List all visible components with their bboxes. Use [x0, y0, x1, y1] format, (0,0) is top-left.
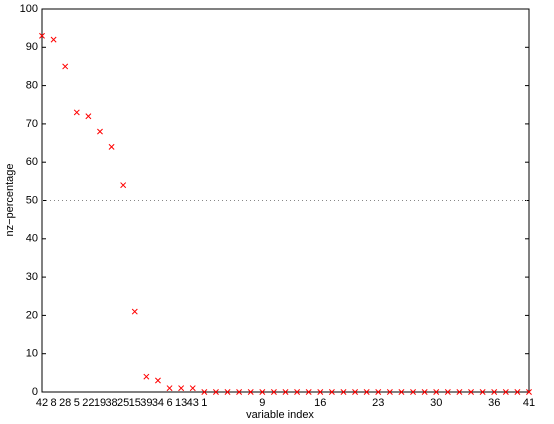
x-tick-label: 16 [314, 397, 326, 409]
marker [247, 389, 254, 395]
x-tick-label: 8 [51, 397, 57, 409]
marker [282, 389, 289, 395]
marker [328, 389, 335, 395]
marker [514, 389, 521, 395]
marker [410, 389, 417, 395]
marker [236, 389, 243, 395]
marker [491, 389, 498, 395]
y-tick-label: 10 [26, 348, 38, 360]
x-axis-title: variable index [246, 409, 314, 421]
marker [398, 389, 405, 395]
y-tick-label: 30 [26, 271, 38, 283]
y-tick-label: 50 [26, 194, 38, 206]
y-tick-label: 70 [26, 118, 38, 130]
marker [352, 389, 359, 395]
x-tick-label: 6 [166, 397, 172, 409]
x-tick-label: 13 [175, 397, 187, 409]
marker [259, 389, 266, 395]
marker [340, 389, 347, 395]
marker [444, 389, 451, 395]
y-tick-label: 100 [20, 3, 38, 15]
x-tick-label: 42 [36, 397, 48, 409]
x-tick-label: 41 [523, 397, 535, 409]
marker [294, 389, 301, 395]
x-tick-label: 23 [372, 397, 384, 409]
marker [108, 143, 115, 150]
marker [456, 389, 463, 395]
y-tick-label: 90 [26, 41, 38, 53]
y-tick-label: 60 [26, 156, 38, 168]
marker [305, 389, 312, 395]
x-tick-label: 43 [187, 397, 199, 409]
marker [189, 385, 196, 392]
x-tick-label: 9 [259, 397, 265, 409]
marker [201, 389, 208, 395]
x-tick-label: 5 [74, 397, 80, 409]
marker [502, 389, 509, 395]
y-axis-title: nz−percentage [4, 163, 16, 236]
marker [154, 377, 161, 384]
marker [212, 389, 219, 395]
marker [178, 385, 185, 392]
x-tick-label: 15 [129, 397, 141, 409]
marker [39, 32, 45, 39]
x-tick-label: 22 [82, 397, 94, 409]
marker [375, 389, 382, 395]
marker [224, 389, 231, 395]
marker [468, 389, 474, 395]
marker [317, 389, 324, 395]
x-tick-label: 25 [117, 397, 129, 409]
marker [479, 389, 486, 395]
y-tick-label: 40 [26, 233, 38, 245]
y-tick-label: 0 [32, 386, 38, 398]
marker [73, 109, 80, 116]
marker [166, 385, 173, 392]
marker [526, 389, 532, 395]
x-tick-label: 39 [140, 397, 152, 409]
x-tick-label: 28 [59, 397, 71, 409]
plot-frame [41, 8, 530, 393]
marker [131, 308, 138, 315]
x-tick-label: 30 [430, 397, 442, 409]
marker [270, 389, 277, 395]
y-tick-label: 80 [26, 80, 38, 92]
x-tick-label: 19 [94, 397, 106, 409]
marker [97, 128, 103, 135]
marker [363, 389, 370, 395]
x-tick-label: 36 [488, 397, 500, 409]
y-tick-label: 20 [26, 309, 38, 321]
marker [120, 182, 127, 189]
marker [433, 389, 440, 395]
x-tick-label: 1 [201, 397, 207, 409]
marker [62, 63, 69, 70]
marker [421, 389, 428, 395]
marker [143, 373, 150, 380]
x-tick-label: 38 [105, 397, 117, 409]
marker [85, 113, 92, 120]
x-tick-label: 34 [152, 397, 164, 409]
marker [50, 36, 57, 43]
marker [386, 389, 393, 395]
